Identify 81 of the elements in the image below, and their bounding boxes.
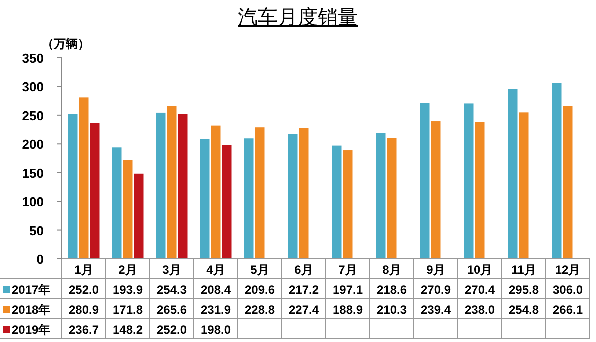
x-tick-label: 8月 <box>382 263 402 277</box>
bar <box>343 150 353 259</box>
data-label: 252.0 <box>156 323 188 337</box>
x-tick-label: 10月 <box>467 263 493 277</box>
bar <box>68 114 78 259</box>
bar <box>255 128 265 259</box>
x-tick-label: 4月 <box>206 263 226 277</box>
bar <box>156 112 166 259</box>
x-tick-label: 2月 <box>118 263 138 277</box>
bar <box>79 98 89 259</box>
y-tick-label: 350 <box>22 51 44 66</box>
bar <box>90 123 100 259</box>
y-tick-label: 50 <box>30 223 44 238</box>
data-label: 254.8 <box>508 303 540 317</box>
bar <box>376 133 386 259</box>
bar <box>134 174 144 259</box>
bar <box>332 146 342 259</box>
bar <box>200 139 210 259</box>
data-label: 254.3 <box>156 283 188 297</box>
y-tick-label: 0 <box>36 252 44 267</box>
data-label: 236.7 <box>68 323 100 337</box>
bar <box>563 106 573 259</box>
x-tick-label: 7月 <box>338 263 358 277</box>
bar <box>431 122 441 259</box>
data-label: 197.1 <box>332 283 364 297</box>
legend-label: 2017年 <box>12 283 51 297</box>
data-label: 148.2 <box>112 323 144 337</box>
bar <box>178 114 188 259</box>
bar <box>387 138 397 259</box>
bar <box>112 148 122 259</box>
y-tick-label: 250 <box>22 108 44 124</box>
bar <box>222 145 232 259</box>
bar <box>211 126 221 259</box>
y-axis-title: （万辆） <box>42 37 90 51</box>
data-label: 295.8 <box>508 283 540 297</box>
data-label: 265.6 <box>156 303 188 317</box>
y-tick-label: 300 <box>22 80 44 95</box>
y-tick-label: 150 <box>22 166 44 181</box>
data-label: 171.8 <box>112 303 144 317</box>
bar <box>508 89 518 259</box>
bar <box>299 128 309 259</box>
data-label: 238.0 <box>464 303 496 317</box>
data-label: 266.1 <box>552 303 584 317</box>
data-label: 270.4 <box>464 283 496 297</box>
y-tick-label: 100 <box>22 194 44 210</box>
bar <box>464 104 474 259</box>
data-label: 228.8 <box>244 303 276 317</box>
bar <box>167 106 177 259</box>
x-tick-label: 3月 <box>162 263 182 277</box>
data-label: 306.0 <box>552 283 584 297</box>
data-label: 280.9 <box>68 303 100 317</box>
data-label: 270.9 <box>420 283 452 297</box>
x-tick-label: 1月 <box>74 263 94 277</box>
x-tick-label: 5月 <box>250 263 270 277</box>
bar <box>244 138 254 259</box>
bar <box>475 122 485 259</box>
y-tick-label: 200 <box>22 137 44 152</box>
data-label: 217.2 <box>288 283 320 297</box>
data-label: 218.6 <box>376 283 408 297</box>
chart-title: 汽车月度销量 <box>238 7 358 29</box>
data-label: 209.6 <box>244 283 276 297</box>
legend-label: 2019年 <box>12 323 51 337</box>
x-tick-label: 6月 <box>294 263 314 277</box>
bar <box>420 103 430 259</box>
data-label: 198.0 <box>200 323 232 337</box>
bar <box>519 112 529 259</box>
x-tick-label: 12月 <box>555 263 581 277</box>
data-label: 188.9 <box>332 303 364 317</box>
data-label: 252.0 <box>68 283 100 297</box>
x-tick-label: 11月 <box>512 263 536 277</box>
data-label: 210.3 <box>376 303 408 317</box>
data-label: 227.4 <box>288 303 320 317</box>
data-label: 239.4 <box>420 303 452 317</box>
data-label: 208.4 <box>200 283 232 297</box>
bar <box>288 134 298 259</box>
bar <box>123 160 133 259</box>
legend-label: 2018年 <box>12 303 51 317</box>
data-label: 231.9 <box>200 303 232 317</box>
bar <box>552 83 562 259</box>
data-label: 193.9 <box>112 283 144 297</box>
x-tick-label: 9月 <box>426 263 446 277</box>
